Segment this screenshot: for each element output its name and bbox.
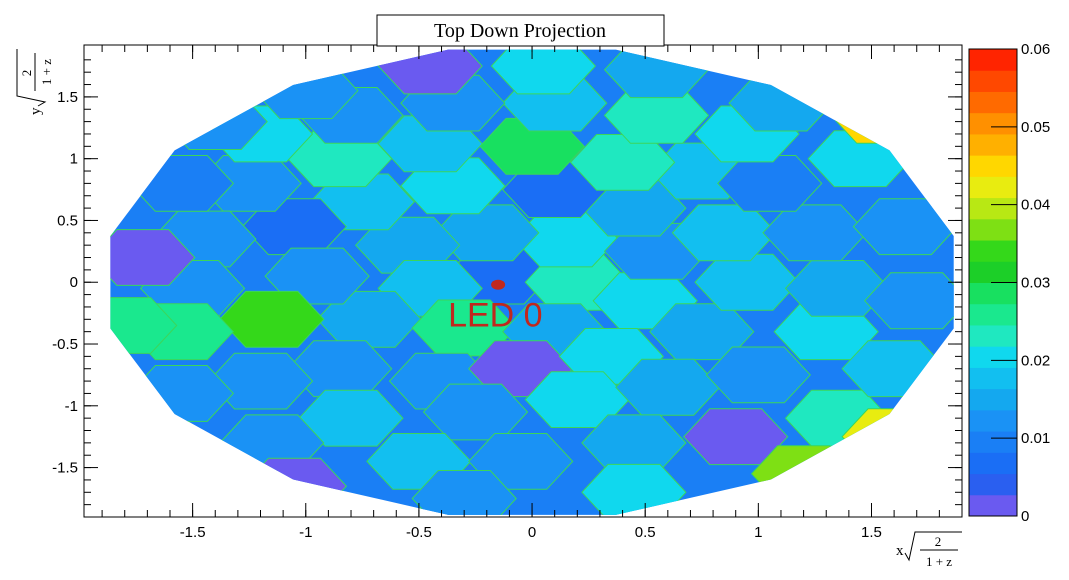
colorbar-swatch bbox=[969, 282, 1017, 305]
colorbar-swatch bbox=[969, 346, 1017, 368]
colorbar-tick-label: 0.04 bbox=[1021, 197, 1050, 214]
led-label: LED 0 bbox=[448, 297, 543, 335]
colorbar-tick-label: 0.01 bbox=[1021, 430, 1050, 447]
x-tick-label: 1.5 bbox=[861, 524, 882, 541]
y-tick-label: -0.5 bbox=[52, 336, 78, 353]
heatmap-cell bbox=[717, 155, 823, 212]
heatmap-cell bbox=[615, 358, 721, 416]
y-axis-title-den: 1 + z bbox=[39, 59, 54, 85]
x-axis-title-sqrt bbox=[904, 531, 962, 562]
axes: -1.5 -1 -0.5 0 0.5 1 1.5 -1.5 -1 -0.5 0 0.5 1 1.5 bbox=[52, 45, 962, 541]
heatmap-cell bbox=[411, 470, 517, 515]
x-axis-title: x 2 1 + z bbox=[896, 531, 962, 569]
y-axis-title: y 2 1 + z bbox=[16, 49, 54, 115]
colorbar-swatch bbox=[969, 303, 1017, 326]
heatmap-cell bbox=[762, 204, 868, 262]
x-axis-title-var: x bbox=[896, 543, 904, 559]
y-axis-title-sqrt bbox=[16, 49, 47, 107]
x-axis-title-num: 2 bbox=[935, 534, 942, 549]
colorbar-swatch bbox=[969, 431, 1017, 453]
x-tick-label: -1.5 bbox=[180, 524, 206, 541]
colorbar-swatch bbox=[969, 155, 1017, 177]
colorbar-tick-label: 0.05 bbox=[1021, 119, 1050, 136]
chart-title: Top Down Projection bbox=[434, 20, 606, 42]
heatmap-cell bbox=[705, 346, 811, 404]
y-axis-title-var: y bbox=[28, 107, 44, 115]
colorbar-tick-label: 0.03 bbox=[1021, 275, 1050, 292]
y-tick-label: 1 bbox=[70, 151, 78, 168]
colorbar-swatch bbox=[969, 452, 1017, 475]
x-tick-label: 1 bbox=[754, 524, 762, 541]
colorbar-swatch bbox=[969, 218, 1017, 241]
heatmap-cell bbox=[784, 260, 891, 317]
colorbar-swatch bbox=[969, 473, 1017, 496]
colorbar-swatch bbox=[969, 70, 1017, 92]
colorbar-swatch bbox=[969, 49, 1017, 71]
colorbar-tick-label: 0.06 bbox=[1021, 41, 1050, 58]
x-tick-label: 0.5 bbox=[635, 524, 656, 541]
colorbar-swatch bbox=[969, 494, 1017, 517]
x-tick-label: -0.5 bbox=[406, 524, 432, 541]
led-marker bbox=[491, 279, 506, 290]
colorbar-tick-label: 0.02 bbox=[1021, 352, 1050, 369]
x-tick-label: 0 bbox=[528, 524, 536, 541]
heatmap-cell bbox=[864, 272, 954, 330]
colorbar-swatch bbox=[969, 176, 1017, 199]
title-box bbox=[376, 14, 665, 47]
colorbar-swatch bbox=[969, 367, 1017, 390]
colorbar-swatch bbox=[969, 91, 1017, 114]
colorbar-swatch bbox=[969, 240, 1017, 262]
heatmap-cell bbox=[110, 297, 178, 354]
x-axis-title-den: 1 + z bbox=[926, 554, 952, 569]
colorbar-swatch bbox=[969, 324, 1017, 347]
heatmap-cell bbox=[110, 229, 196, 286]
y-tick-label: -1 bbox=[65, 398, 78, 415]
y-tick-label: 0 bbox=[70, 274, 78, 291]
y-axis-title-num: 2 bbox=[19, 70, 34, 77]
colorbar-swatch bbox=[969, 197, 1017, 220]
heatmap-cell bbox=[490, 49, 597, 95]
colorbar-swatch bbox=[969, 112, 1017, 135]
heatmap-cell bbox=[694, 253, 800, 311]
colorbar: 0 0.01 0.02 0.03 0.04 0.05 0.06 bbox=[968, 41, 1050, 525]
x-tick-label: -1 bbox=[299, 524, 312, 541]
y-tick-label: -1.5 bbox=[52, 460, 78, 477]
colorbar-swatch bbox=[969, 133, 1017, 156]
colorbar-swatch bbox=[969, 409, 1017, 432]
colorbar-swatch bbox=[969, 261, 1017, 283]
colorbar-swatch bbox=[969, 388, 1017, 411]
colorbar-tick-label: 0 bbox=[1021, 508, 1029, 525]
heatmap-cell bbox=[264, 247, 370, 305]
y-tick-label: 1.5 bbox=[57, 89, 78, 106]
y-tick-label: 0.5 bbox=[57, 212, 78, 229]
